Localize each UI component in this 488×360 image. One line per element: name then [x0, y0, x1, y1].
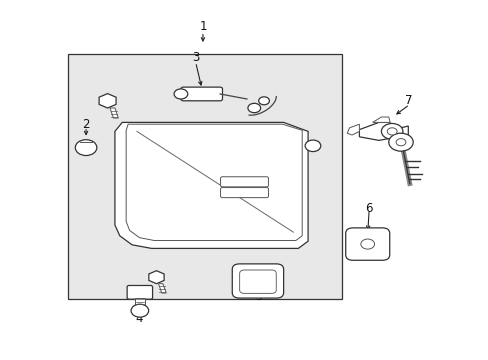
Circle shape [360, 239, 374, 249]
Circle shape [174, 89, 187, 99]
Circle shape [386, 128, 396, 135]
Circle shape [388, 133, 412, 151]
Polygon shape [110, 108, 118, 118]
FancyBboxPatch shape [345, 228, 389, 260]
Circle shape [131, 304, 148, 317]
FancyBboxPatch shape [127, 285, 152, 299]
Text: 4: 4 [135, 312, 143, 325]
FancyBboxPatch shape [220, 177, 268, 187]
Circle shape [395, 139, 405, 146]
FancyBboxPatch shape [239, 270, 276, 293]
Text: 6: 6 [365, 202, 372, 215]
Polygon shape [359, 122, 407, 141]
Text: 3: 3 [191, 51, 199, 64]
Polygon shape [346, 124, 359, 135]
Circle shape [381, 123, 402, 139]
Text: 5: 5 [255, 291, 263, 303]
Polygon shape [158, 284, 166, 293]
FancyBboxPatch shape [220, 188, 268, 198]
Polygon shape [99, 94, 116, 108]
Circle shape [305, 140, 320, 152]
Text: 1: 1 [199, 21, 206, 33]
Circle shape [75, 140, 97, 156]
Text: 2: 2 [81, 118, 89, 131]
Bar [68, 54, 342, 299]
Text: 7: 7 [404, 94, 411, 107]
Polygon shape [148, 271, 164, 284]
Circle shape [258, 97, 269, 105]
Polygon shape [115, 122, 307, 248]
FancyBboxPatch shape [181, 87, 222, 101]
Circle shape [247, 103, 260, 113]
Polygon shape [135, 298, 144, 306]
FancyBboxPatch shape [232, 264, 283, 298]
Polygon shape [372, 117, 389, 122]
Polygon shape [126, 124, 302, 240]
